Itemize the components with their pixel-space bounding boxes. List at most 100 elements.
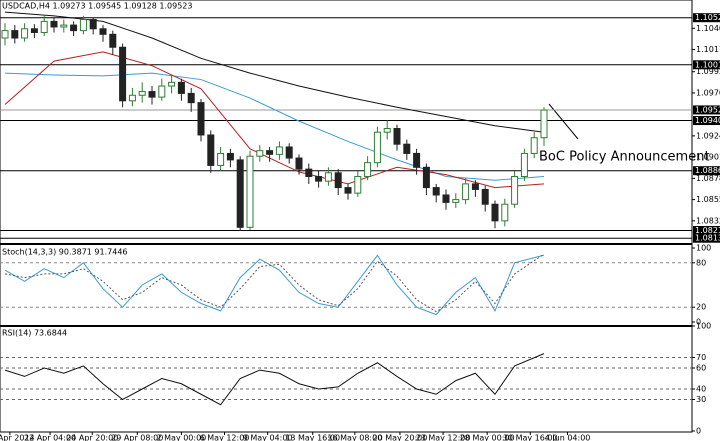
stoch-main — [4, 254, 545, 316]
candle-body — [256, 150, 264, 157]
x-tick-label: 24 Apr 20:00 — [66, 434, 118, 441]
x-tick-label: 30 May 16:00 — [503, 434, 558, 441]
candle-body — [1, 30, 9, 39]
candle-body — [79, 19, 87, 32]
y-tick-label: 30 — [696, 395, 706, 404]
rsi-label: RSI(14) 73.6844 — [2, 329, 67, 338]
y-tick-label: 70 — [696, 353, 706, 362]
y-tick-label: 1.10405 — [696, 24, 720, 33]
candle-body — [324, 172, 332, 182]
candle-body — [158, 85, 166, 98]
level-label: 1.08215 — [695, 226, 720, 235]
x-tick-label: 17 Apr 2014 — [0, 434, 35, 441]
candle-body — [364, 162, 372, 178]
candle-body — [540, 109, 548, 139]
candle-body — [138, 91, 146, 96]
level-box — [693, 13, 720, 23]
y-tick-label: 80 — [696, 258, 706, 267]
candle-body — [30, 28, 38, 33]
candle-body — [413, 152, 421, 168]
y-tick-label: 1.10175 — [696, 45, 720, 54]
candle-body — [530, 137, 538, 154]
candle-body — [373, 131, 381, 164]
y-tick-label: 20 — [696, 303, 706, 312]
y-tick-label: 100 — [696, 322, 711, 331]
candle-body — [422, 166, 430, 189]
candle-body — [511, 176, 519, 205]
moving-average — [4, 51, 545, 189]
candle-body — [275, 146, 283, 155]
candle-body — [168, 81, 176, 87]
candle-body — [432, 187, 440, 196]
candle-body — [491, 203, 499, 222]
y-tick-label: 0 — [696, 427, 701, 436]
candle-body — [99, 28, 107, 35]
candle-body — [226, 152, 234, 161]
candle-body — [21, 28, 29, 39]
level-label: 1.09406 — [695, 116, 720, 125]
x-tick-label: 6 May 12:00 — [200, 434, 250, 441]
x-tick-label: 4 Jun 04:00 — [545, 434, 591, 441]
candle-body — [501, 203, 509, 222]
x-tick-label: 22 Apr 04:00 — [24, 434, 76, 441]
y-tick-label: 1.09705 — [696, 88, 720, 97]
candle-body — [285, 146, 293, 159]
candle-body — [393, 128, 401, 145]
candle-body — [246, 155, 254, 228]
candle-body — [89, 19, 97, 30]
stoch-signal — [4, 253, 545, 313]
x-tick-label: 23 May 12:00 — [416, 434, 471, 441]
x-tick-label: 13 May 16:00 — [285, 434, 340, 441]
chart-title: USDCAD,H4 1.09273 1.09545 1.09128 1.0952… — [2, 2, 192, 11]
candle-body — [11, 30, 19, 39]
level-label: 1.10010 — [695, 60, 720, 69]
y-tick-label: 1.09010 — [696, 153, 720, 162]
level-label: 1.09521 — [695, 105, 720, 114]
candle-body — [60, 24, 68, 28]
candle-body — [315, 176, 323, 182]
candle-body — [148, 91, 156, 98]
x-tick-label: 29 Apr 08:00 — [111, 434, 163, 441]
level-label: 1.10520 — [695, 13, 720, 22]
level-box — [693, 116, 720, 126]
level-box — [693, 105, 720, 115]
candle-body — [354, 176, 362, 194]
y-tick-label: 1.09935 — [696, 67, 720, 76]
candle-body — [481, 188, 489, 205]
candle-body — [383, 128, 391, 133]
level-label: 1.08863 — [695, 166, 720, 175]
level-label: 1.08132 — [695, 234, 720, 243]
candle-body — [109, 33, 117, 48]
level-box — [693, 60, 720, 70]
x-tick-label: 28 May 00:00 — [460, 434, 515, 441]
y-tick-label: 0 — [696, 318, 701, 327]
x-tick-label: 20 May 20:00 — [373, 434, 428, 441]
rsi-line — [4, 353, 545, 406]
candle-body — [334, 172, 342, 189]
level-box — [693, 233, 720, 243]
frame — [0, 0, 693, 433]
y-tick-label: 1.09240 — [696, 131, 720, 140]
x-tick-label: 9 May 04:00 — [243, 434, 293, 441]
y-tick-label: 1.08320 — [696, 216, 720, 225]
candle-body — [471, 183, 479, 190]
candle-body — [70, 24, 78, 32]
y-tick-label: 60 — [696, 364, 706, 373]
y-tick-label: 100 — [696, 244, 711, 253]
candle-body — [295, 157, 303, 170]
candle-body — [520, 152, 528, 178]
candle-body — [177, 81, 185, 94]
stoch-label: Stoch(14,3,3) 90.3871 91.7446 — [2, 248, 128, 257]
candle-body — [305, 168, 313, 178]
candle-body — [344, 187, 352, 194]
candle-body — [50, 20, 58, 28]
candle-body — [187, 92, 195, 104]
y-tick-label: 1.08550 — [696, 195, 720, 204]
x-tick-label: 16 May 08:00 — [327, 434, 382, 441]
level-box — [693, 166, 720, 176]
x-tick-label: 2 May 00:00 — [157, 434, 207, 441]
candle-body — [207, 134, 215, 166]
candle-body — [462, 183, 470, 201]
